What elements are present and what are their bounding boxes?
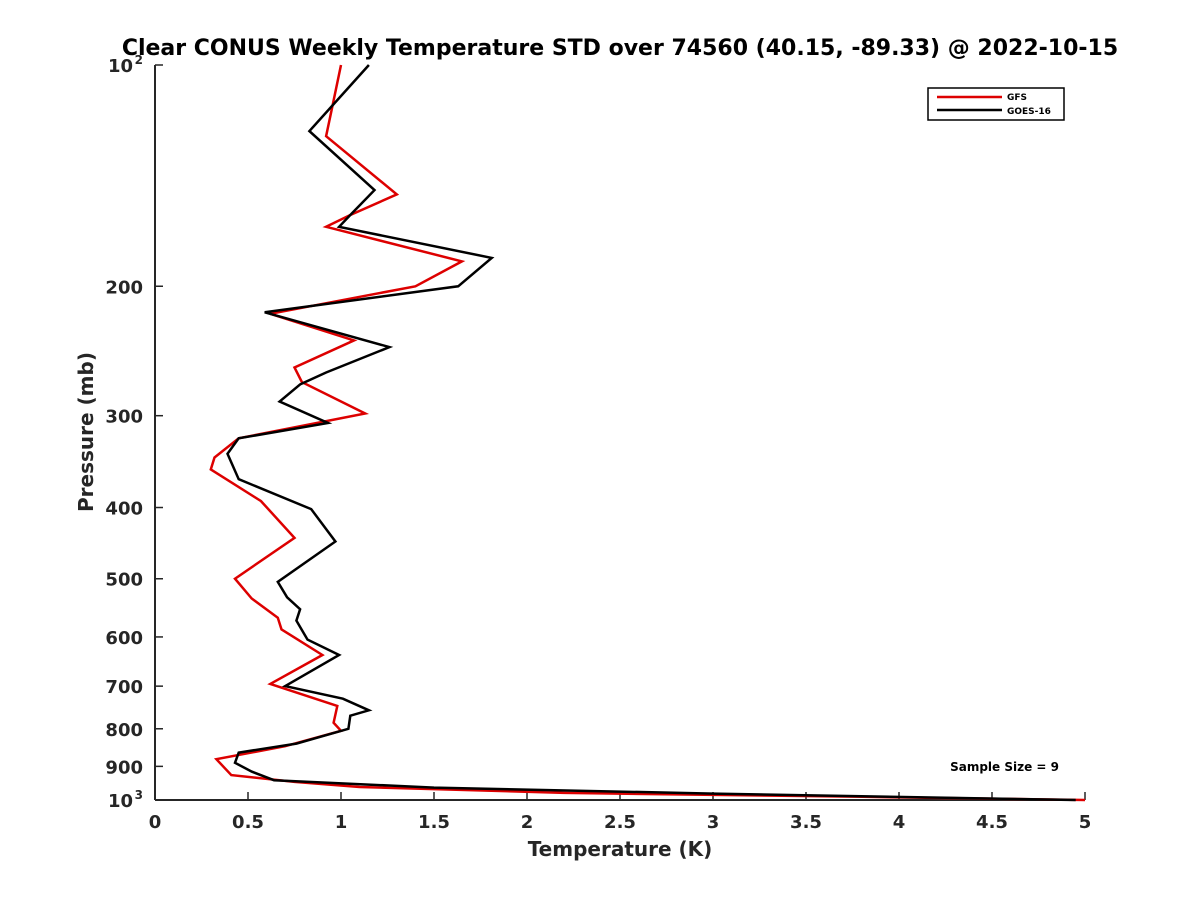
x-axis-label: Temperature (K) (528, 837, 713, 861)
y-tick-label: 800 (105, 720, 143, 741)
y-axis-label: Pressure (mb) (74, 352, 98, 512)
x-tick-label: 4.5 (976, 812, 1008, 833)
x-tick-label: 3 (707, 812, 720, 833)
x-tick-label: 4 (893, 812, 906, 833)
legend-label-gfs: GFS (1007, 93, 1027, 103)
chart-title: Clear CONUS Weekly Temperature STD over … (122, 36, 1118, 61)
y-tick-label: 400 (105, 499, 143, 520)
legend-box (927, 87, 1065, 121)
y-tick-label: 10 (108, 791, 133, 812)
legend: GFS GOES-16 (927, 87, 1065, 121)
x-tick-label: 5 (1079, 812, 1092, 833)
x-tick-label: 1 (335, 812, 348, 833)
x-tick-label: 3.5 (790, 812, 822, 833)
x-tick-label: 2.5 (604, 812, 636, 833)
x-ticks: 0 0.5 1 1.5 2 2.5 3 3.5 4 4.5 5 (149, 792, 1092, 833)
y-tick-label: 10 (108, 56, 133, 77)
y-tick-label: 300 (105, 407, 143, 428)
sample-size-annotation: Sample Size = 9 (950, 760, 1059, 774)
x-tick-label: 0.5 (232, 812, 264, 833)
y-tick-exponent: 2 (135, 53, 143, 67)
y-tick-label: 200 (105, 277, 143, 298)
y-tick-exponent: 3 (135, 788, 143, 802)
x-tick-label: 1.5 (418, 812, 450, 833)
series-line-gfs (209, 64, 1086, 802)
series-lines (209, 64, 1086, 802)
y-tick-label: 900 (105, 757, 143, 778)
legend-label-goes16: GOES-16 (1007, 107, 1051, 117)
x-tick-label: 2 (521, 812, 534, 833)
series-line-goes16 (226, 64, 1076, 802)
y-tick-label: 600 (105, 628, 143, 649)
y-tick-label: 700 (105, 677, 143, 698)
x-tick-label: 0 (149, 812, 162, 833)
plot-area (154, 65, 1085, 801)
y-tick-label: 500 (105, 570, 143, 591)
